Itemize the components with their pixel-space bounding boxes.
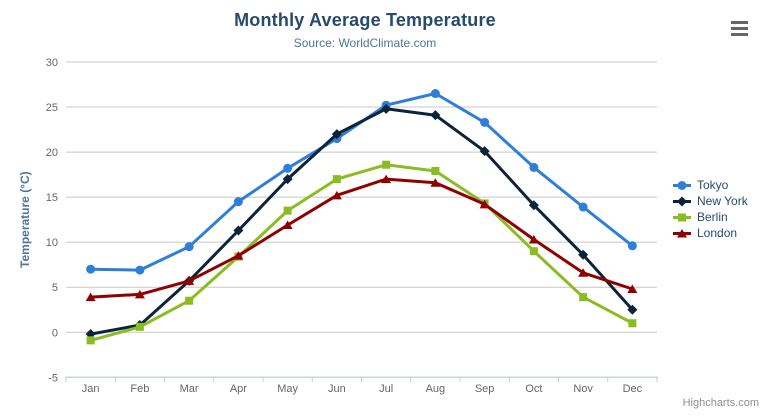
x-axis-labels: Jan Feb Mar Apr May Jun Jul Aug Sep Oct Nov Dec (82, 383, 643, 395)
x-axis-label: Jul (379, 383, 393, 395)
y-axis-label: 30 (46, 57, 58, 69)
data-point-marker (578, 268, 589, 277)
data-point-marker (283, 163, 293, 173)
y-axis-title: Temperature (°C) (18, 171, 32, 268)
london-legend-marker (673, 229, 691, 238)
data-point-marker (528, 234, 539, 244)
legend-label: London (697, 226, 738, 240)
series-line-berlin (89, 163, 634, 342)
legend-label: New York (697, 194, 748, 208)
y-axis-label: 5 (52, 282, 58, 294)
data-point-marker (529, 247, 538, 256)
chart-subtitle: Source: WorldClimate.com (293, 36, 437, 50)
data-point-marker (135, 265, 145, 275)
data-point-marker (529, 162, 539, 172)
y-axis-label: 15 (46, 192, 58, 204)
data-point-marker (430, 110, 441, 121)
y-axis-labels: -5 0 5 10 15 20 25 30 (46, 57, 58, 384)
legend-item-london[interactable]: London (672, 227, 748, 240)
x-axis-label: Aug (426, 383, 446, 395)
data-point-marker (331, 190, 342, 200)
hamburger-bar (731, 32, 748, 36)
y-axis-label: 0 (52, 327, 58, 339)
data-point-marker (282, 174, 293, 185)
y-axis-label: -5 (48, 372, 58, 384)
data-point-marker (430, 178, 441, 187)
data-point-marker (184, 242, 194, 252)
x-axis-label: Jun (328, 383, 346, 395)
series-tokyo[interactable] (86, 89, 637, 275)
hamburger-bar (731, 26, 748, 31)
data-point-marker (233, 225, 244, 236)
data-point-marker (233, 197, 243, 207)
hamburger-menu-icon[interactable] (731, 21, 750, 36)
data-point-marker (578, 202, 588, 212)
data-point-marker (479, 199, 490, 209)
data-point-marker (332, 175, 341, 184)
legend-item-tokyo[interactable]: Tokyo (672, 179, 748, 192)
x-axis-label: Feb (130, 383, 149, 395)
data-point-marker (185, 296, 194, 305)
data-point-marker (578, 249, 589, 260)
data-point-marker (579, 293, 588, 302)
data-point-marker (430, 89, 440, 99)
series-new-york[interactable] (85, 103, 638, 340)
y-gridlines (66, 61, 657, 378)
legend-label: Tokyo (697, 178, 729, 192)
x-axis-label: Nov (573, 383, 593, 395)
data-point-marker (135, 322, 144, 331)
data-point-marker (85, 292, 96, 302)
data-point-marker (134, 289, 145, 299)
data-point-marker (283, 206, 292, 215)
x-axis-label: Mar (180, 383, 199, 395)
hamburger-bar (731, 21, 748, 25)
new-york-legend-marker (673, 196, 691, 207)
x-axis-label: Oct (525, 383, 542, 395)
series-line-new-york (89, 107, 634, 336)
berlin-legend-marker (673, 213, 691, 222)
data-point-marker (381, 174, 392, 184)
data-point-marker (86, 336, 95, 345)
legend-item-berlin[interactable]: Berlin (672, 211, 748, 224)
data-point-marker (677, 196, 687, 207)
data-point-marker (627, 304, 638, 315)
data-point-marker (431, 167, 440, 176)
data-point-marker (678, 213, 686, 222)
data-point-marker (528, 200, 539, 211)
data-point-marker (628, 319, 637, 328)
y-axis-label: 20 (46, 147, 58, 159)
data-point-marker (627, 284, 638, 294)
data-point-marker (677, 181, 687, 190)
data-point-marker (331, 129, 342, 140)
y-axis-label: 25 (46, 102, 58, 114)
x-axis-label: Dec (623, 383, 643, 395)
data-point-marker (627, 241, 637, 251)
data-point-marker (382, 160, 391, 169)
data-point-marker (381, 103, 392, 114)
data-point-marker (480, 117, 490, 127)
series-line-london (89, 177, 634, 299)
x-axis (65, 376, 658, 383)
x-axis-label: Apr (230, 383, 247, 395)
highcharts-credits-link[interactable]: Highcharts.com (682, 397, 759, 409)
data-point-marker (677, 229, 687, 238)
legend: Tokyo New York Berlin London (672, 179, 748, 240)
data-point-marker (282, 220, 293, 230)
series-london[interactable] (85, 174, 638, 302)
data-point-marker (233, 251, 244, 260)
data-point-marker (184, 276, 195, 285)
y-axis-label: 10 (46, 237, 58, 249)
tokyo-legend-marker (673, 181, 691, 190)
data-point-marker (479, 146, 490, 157)
x-axis-label: Sep (475, 383, 495, 395)
x-axis-label: May (277, 383, 298, 395)
x-axis-label: Jan (82, 383, 100, 395)
legend-label: Berlin (697, 210, 728, 224)
legend-item-new-york[interactable]: New York (672, 195, 748, 208)
chart-title: Monthly Average Temperature (234, 10, 496, 30)
data-point-marker (86, 264, 96, 274)
